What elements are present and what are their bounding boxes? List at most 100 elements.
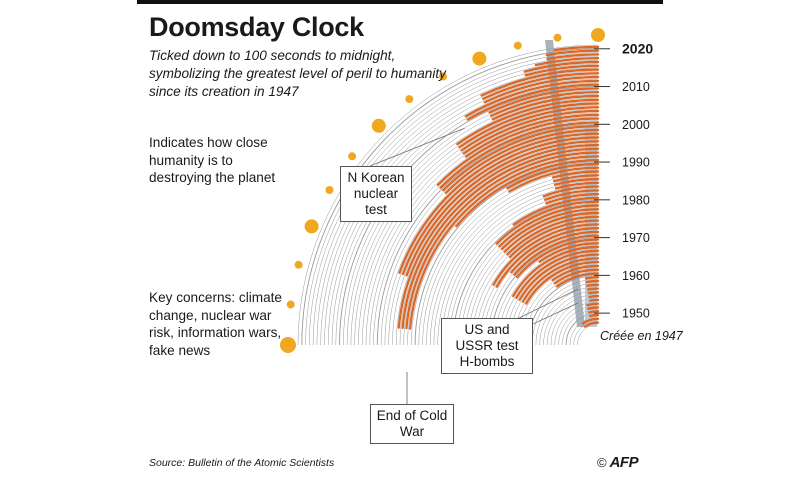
risk-arc [521,257,600,303]
grid-arc [301,48,599,346]
grid-arc [358,105,599,346]
minute-dot [439,72,447,81]
minute-dot [472,51,487,66]
risk-arc [551,264,600,282]
grid-arc [369,116,599,346]
grid-arc [350,97,599,346]
risk-arc [462,109,600,155]
risk-arc [589,298,600,302]
risk-arc [488,87,600,114]
key-concerns-note: Key concerns: climate change, nuclear wa… [149,290,282,358]
year-label: 1980 [622,193,650,207]
grid-arc [373,120,599,346]
annotation-coldwar: End of Cold War [370,404,454,444]
risk-arc [581,317,600,325]
risk-arc [512,245,600,298]
risk-arc [542,185,600,198]
year-label: 1950 [622,307,650,321]
year-label: 1960 [622,269,650,283]
risk-arc [495,200,600,245]
risk-arc [444,128,600,195]
risk-arc [538,242,600,263]
risk-arc [466,83,600,121]
risk-arc [506,162,600,190]
risk-arc [506,215,600,256]
risk-arc [588,294,600,299]
risk-arc [552,174,600,183]
minute-dot [405,95,414,104]
grid-arc [403,150,599,346]
grid-arc [384,131,599,346]
grid-arc [388,135,599,346]
grid-arc [414,161,599,346]
minute-dot [280,337,296,353]
risk-arc [458,102,600,149]
grid-arc [316,63,599,346]
minute-dot [294,260,303,269]
leader-korea [369,127,466,167]
year-label: 2020 [622,40,653,56]
risk-arc [587,291,600,295]
year-label: 2000 [622,118,650,132]
risk-arc [464,113,600,158]
risk-arc [553,177,600,186]
minute-dot [348,152,357,161]
risk-arc [546,53,600,61]
risk-arc [483,75,600,104]
risk-arc [405,151,600,330]
risk-arc [543,189,600,201]
annotation-hbomb: US and USSR test H-bombs [441,318,533,374]
minute-dot [286,300,295,309]
grid-arc [343,90,599,346]
grid-arc [422,169,599,346]
risk-arc [491,94,600,121]
leader-hbomb [514,288,579,321]
year-label: 1990 [622,156,650,170]
risk-arc [555,272,600,288]
risk-arc [585,279,600,284]
source-note: Source: Bulletin of the Atomic Scientist… [149,457,335,469]
chart-title: Doomsday Clock [149,12,364,42]
risk-arc [482,72,600,100]
risk-arc [508,219,600,259]
minute-dot [591,28,605,42]
minute-dots [280,28,605,353]
grid-arc [361,108,599,346]
grid-arc [354,101,599,346]
grid-arc [577,324,599,346]
risk-arc [585,276,600,280]
risk-arc [460,106,600,152]
risk-arc [534,57,600,67]
risk-arc [589,313,600,318]
grid-arc [392,139,599,346]
risk-arc [401,136,600,276]
risk-arc [587,306,600,310]
credit: © AFP [597,454,639,471]
grid-arc [418,165,599,346]
risk-arc [588,310,600,314]
chart-subtitle: Ticked down to 100 seconds to midnight, … [149,48,446,99]
risk-arc [442,125,600,192]
grid-arc [320,67,599,346]
copyright-icon: © [597,455,607,470]
annotation-created: Créée en 1947 [600,329,683,343]
risk-arc [456,98,600,146]
risk-arc [586,283,600,287]
risk-arc [545,49,600,57]
grid-arc [324,71,599,346]
risk-arc [398,132,600,274]
annotation-korea: N Korean nuclear test [340,166,412,222]
year-label: 1970 [622,231,650,245]
grid-arc [305,52,599,346]
risk-arc [551,170,600,179]
grid-arc [297,44,599,346]
minute-dot [325,186,334,194]
risk-arc [490,91,600,118]
year-label: 2010 [622,80,650,94]
risk-arc [503,211,600,253]
minute-dot [513,41,522,50]
risk-arc [464,79,600,118]
risk-arc [513,234,600,276]
grid-arc [380,127,599,346]
grid-arcs [297,44,599,346]
